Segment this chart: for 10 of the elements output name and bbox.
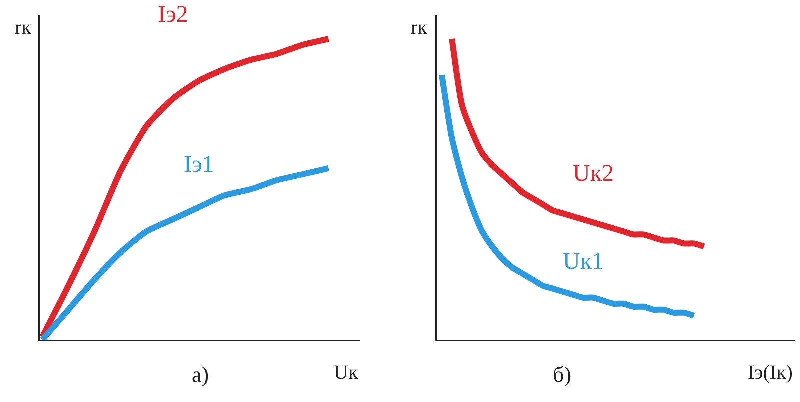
series-label: Iэ1 xyxy=(184,152,214,178)
text: Iэ2 xyxy=(158,2,188,28)
y-axis-title: rк xyxy=(411,17,428,39)
x-axis-title: Uк xyxy=(334,362,358,384)
x-axis-title: Iэ(Iк) xyxy=(748,362,793,384)
series-label: Uк1 xyxy=(563,249,604,275)
text: б) xyxy=(553,362,572,387)
series-label: Uк2 xyxy=(573,161,614,187)
y-axis-title: rк xyxy=(15,17,32,39)
text: а) xyxy=(192,362,210,387)
